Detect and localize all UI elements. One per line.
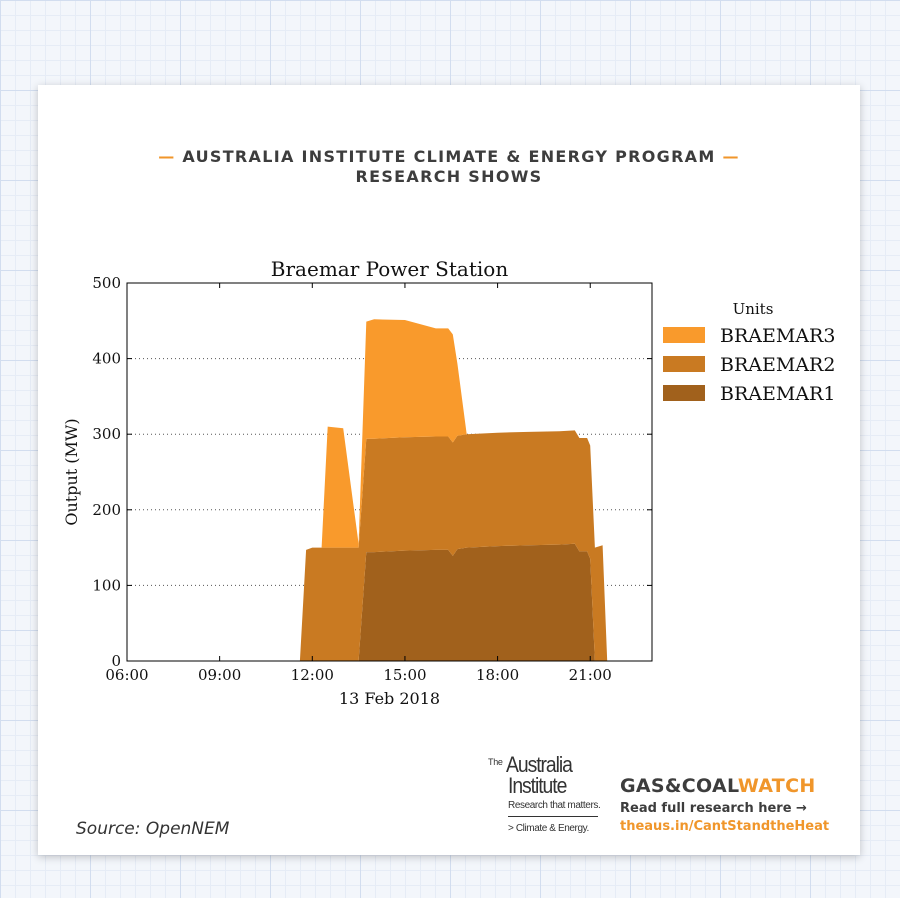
x-tick-label: 21:00 <box>569 666 612 684</box>
x-tick-label: 09:00 <box>198 666 241 684</box>
content-card: — AUSTRALIA INSTITUTE CLIMATE & ENERGY P… <box>38 85 860 855</box>
legend-label-braemar1: BRAEMAR1 <box>720 383 835 405</box>
logo-the: The <box>488 757 503 767</box>
y-tick-label: 300 <box>92 425 121 443</box>
y-tick-label: 0 <box>111 652 121 670</box>
x-tick-label: 15:00 <box>383 666 426 684</box>
y-tick-label: 500 <box>92 274 121 292</box>
brand-watch: WATCH <box>737 775 816 797</box>
legend-swatch-braemar2 <box>663 356 705 372</box>
program-header-line1: — AUSTRALIA INSTITUTE CLIMATE & ENERGY P… <box>38 147 860 166</box>
read-research-text: Read full research here → <box>620 801 807 816</box>
logo-tagline: Research that matters. <box>508 800 601 811</box>
logo-name-line2: Institute <box>508 773 567 798</box>
logo-program: > Climate & Energy. <box>508 823 589 834</box>
logo-name-line1: Australia <box>506 752 573 777</box>
area-braemar1 <box>127 543 652 661</box>
program-title: AUSTRALIA INSTITUTE CLIMATE & ENERGY PRO… <box>182 147 716 166</box>
y-tick-label: 200 <box>92 501 121 519</box>
chart-title: Braemar Power Station <box>271 257 509 281</box>
gas-coal-watch-block: GAS&COALWATCH Read full research here → … <box>620 775 829 834</box>
brand-gas-coal: GAS&COAL <box>620 775 738 797</box>
legend-label-braemar2: BRAEMAR2 <box>720 354 835 376</box>
header-dash-left: — <box>158 147 176 166</box>
program-subtitle: RESEARCH SHOWS <box>355 167 543 186</box>
x-tick-label: 06:00 <box>105 666 148 684</box>
legend-swatch-braemar3 <box>663 327 705 343</box>
legend-swatch-braemar1 <box>663 385 705 401</box>
x-tick-label: 18:00 <box>476 666 519 684</box>
x-axis-label: 13 Feb 2018 <box>339 689 440 708</box>
legend-title: Units <box>733 300 774 318</box>
source-note: Source: OpenNEM <box>76 819 230 839</box>
area-braemar3 <box>127 319 652 661</box>
research-link[interactable]: theaus.in/CantStandtheHeat <box>620 819 830 834</box>
legend-label-braemar3: BRAEMAR3 <box>720 325 835 347</box>
header-dash-right: — <box>722 147 740 166</box>
area-braemar2 <box>127 430 652 661</box>
y-axis-label: Output (MW) <box>62 418 81 525</box>
logo-divider <box>508 816 598 817</box>
x-tick-label: 12:00 <box>291 666 334 684</box>
y-tick-label: 100 <box>92 576 121 594</box>
y-tick-label: 400 <box>92 350 121 368</box>
gas-coal-watch-brand: GAS&COALWATCH <box>620 775 829 797</box>
plot-frame <box>126 282 653 662</box>
